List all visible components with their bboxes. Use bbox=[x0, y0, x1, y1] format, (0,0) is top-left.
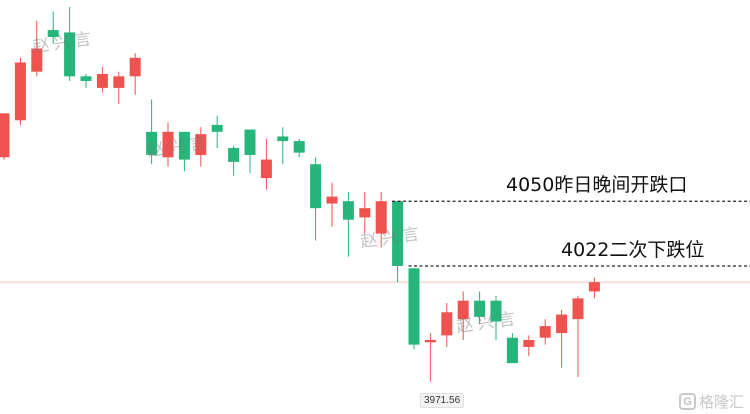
candle-body bbox=[31, 48, 43, 72]
candle-body bbox=[96, 74, 108, 88]
candle-body bbox=[556, 314, 568, 334]
candle-body bbox=[539, 326, 551, 338]
candle-body bbox=[146, 131, 158, 155]
candle-body bbox=[129, 57, 141, 77]
candle-body bbox=[408, 268, 420, 345]
candle-body bbox=[375, 201, 387, 234]
brand-watermark: G 格隆汇 bbox=[678, 391, 744, 412]
candle-body bbox=[293, 141, 305, 153]
candle-body bbox=[474, 300, 486, 317]
low-price-label: 3971.56 bbox=[420, 393, 465, 408]
candle-body bbox=[178, 131, 190, 160]
candle-body bbox=[47, 30, 59, 38]
candle-body bbox=[310, 164, 322, 209]
brand-logo-icon: G bbox=[678, 393, 696, 410]
candle-body bbox=[457, 300, 469, 320]
candle-body bbox=[211, 124, 223, 132]
candle-body bbox=[244, 129, 256, 155]
brand-name: 格隆汇 bbox=[698, 393, 744, 411]
candle-body bbox=[359, 208, 371, 218]
candle-body bbox=[195, 134, 207, 155]
candle-body bbox=[506, 337, 518, 364]
candle-body bbox=[441, 312, 453, 336]
candle-body bbox=[64, 32, 76, 77]
candle-body bbox=[490, 300, 502, 322]
candle-body bbox=[0, 113, 10, 158]
candle-body bbox=[572, 298, 584, 320]
candle-body bbox=[162, 131, 174, 158]
candle-body bbox=[326, 196, 338, 204]
candle-body bbox=[228, 148, 240, 162]
candle-body bbox=[424, 339, 436, 343]
candle-body bbox=[277, 136, 289, 142]
candle-body bbox=[260, 159, 272, 179]
level-annotation-4022: 4022二次下跌位 bbox=[561, 238, 705, 261]
candle-body bbox=[523, 339, 535, 347]
candle-body bbox=[80, 76, 92, 81]
candle-body bbox=[588, 282, 600, 292]
candle-body bbox=[14, 62, 26, 121]
level-annotation-4050: 4050昨日晚间开跌口 bbox=[506, 174, 688, 197]
candle-body bbox=[342, 201, 354, 220]
candle-body bbox=[113, 76, 125, 88]
candle-body bbox=[392, 201, 404, 266]
